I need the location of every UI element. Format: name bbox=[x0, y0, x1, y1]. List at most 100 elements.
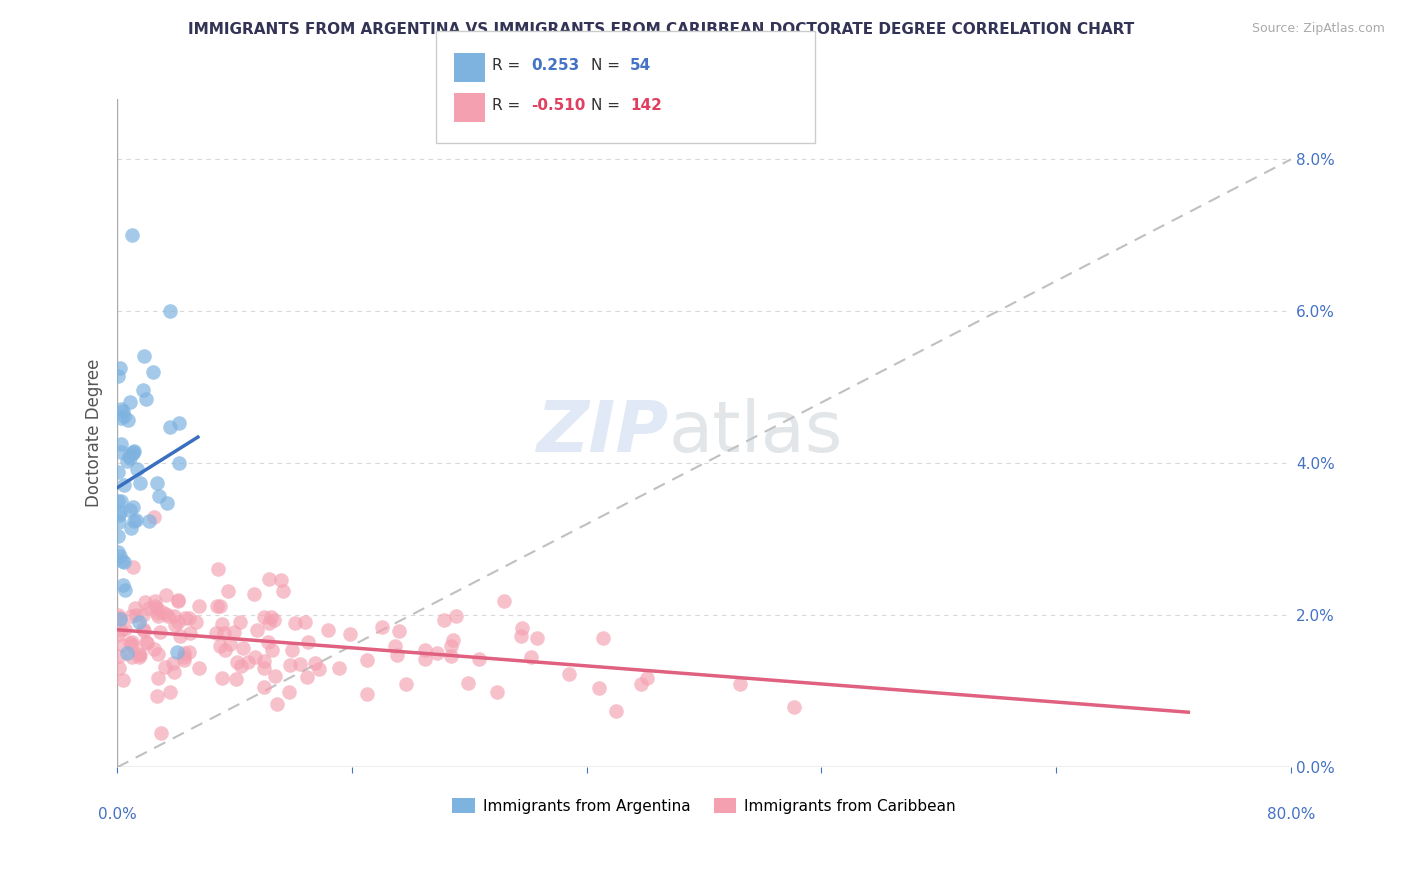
Point bbox=[142, 365, 165, 379]
Point bbox=[426, 646, 449, 660]
Point bbox=[384, 639, 406, 653]
Point bbox=[107, 465, 129, 479]
Point bbox=[266, 697, 288, 711]
Point bbox=[270, 573, 292, 587]
Point bbox=[108, 515, 131, 529]
Point bbox=[260, 643, 283, 657]
Point bbox=[122, 444, 145, 458]
Point bbox=[159, 419, 181, 434]
Text: 142: 142 bbox=[630, 98, 662, 112]
Point bbox=[177, 610, 200, 624]
Point bbox=[159, 304, 181, 318]
Point bbox=[316, 623, 339, 637]
Point bbox=[259, 616, 281, 631]
Point bbox=[118, 449, 141, 463]
Point bbox=[229, 615, 252, 630]
Point bbox=[143, 509, 166, 524]
Point bbox=[558, 667, 581, 681]
Point bbox=[186, 615, 208, 629]
Point bbox=[112, 409, 135, 423]
Point bbox=[169, 629, 191, 643]
Point bbox=[155, 588, 177, 602]
Point bbox=[232, 641, 254, 656]
Point bbox=[509, 629, 531, 643]
Point bbox=[225, 672, 247, 686]
Point bbox=[108, 611, 131, 625]
Point bbox=[111, 553, 134, 567]
Point bbox=[125, 607, 148, 622]
Point bbox=[112, 555, 135, 569]
Point bbox=[122, 500, 145, 514]
Text: atlas: atlas bbox=[669, 399, 844, 467]
Point bbox=[107, 529, 129, 543]
Point bbox=[339, 627, 361, 641]
Point bbox=[120, 636, 142, 650]
Point bbox=[107, 493, 129, 508]
Point bbox=[208, 599, 231, 614]
Point bbox=[107, 661, 129, 675]
Point bbox=[122, 560, 145, 574]
Point bbox=[205, 599, 228, 613]
Point bbox=[124, 601, 146, 615]
Point bbox=[441, 632, 464, 647]
Point bbox=[112, 577, 135, 591]
Point bbox=[295, 670, 318, 684]
Point bbox=[110, 623, 132, 637]
Point bbox=[243, 650, 266, 665]
Point bbox=[110, 445, 132, 459]
Point bbox=[120, 450, 142, 465]
Point bbox=[433, 614, 456, 628]
Point bbox=[167, 593, 190, 607]
Point bbox=[108, 648, 131, 663]
Point bbox=[121, 228, 143, 243]
Text: R =: R = bbox=[492, 98, 526, 112]
Point bbox=[208, 639, 231, 653]
Point bbox=[152, 605, 174, 619]
Point bbox=[444, 609, 467, 624]
Point bbox=[117, 646, 139, 660]
Point bbox=[108, 612, 131, 626]
Point bbox=[136, 636, 159, 650]
Point bbox=[107, 607, 129, 622]
Point bbox=[783, 700, 806, 714]
Point bbox=[304, 657, 326, 671]
Point bbox=[134, 624, 156, 638]
Point bbox=[159, 685, 181, 699]
Point bbox=[263, 613, 285, 627]
Point bbox=[128, 650, 150, 665]
Point bbox=[128, 615, 150, 629]
Point bbox=[252, 654, 274, 668]
Point bbox=[114, 582, 136, 597]
Text: 0.0%: 0.0% bbox=[98, 807, 136, 822]
Point bbox=[166, 594, 188, 608]
Point bbox=[356, 653, 378, 667]
Point bbox=[308, 662, 330, 676]
Text: -0.510: -0.510 bbox=[531, 98, 586, 112]
Point bbox=[149, 624, 172, 639]
Point bbox=[207, 562, 229, 576]
Point bbox=[132, 623, 155, 637]
Point bbox=[253, 680, 276, 694]
Point bbox=[110, 360, 132, 375]
Point bbox=[148, 489, 170, 503]
Point bbox=[728, 677, 751, 691]
Point bbox=[110, 436, 132, 450]
Point bbox=[118, 394, 141, 409]
Point bbox=[260, 609, 283, 624]
Point bbox=[112, 404, 135, 418]
Point bbox=[122, 514, 145, 528]
Point bbox=[371, 620, 394, 634]
Point bbox=[128, 647, 150, 661]
Point bbox=[281, 643, 304, 657]
Point bbox=[297, 634, 319, 648]
Point bbox=[520, 650, 543, 665]
Point bbox=[146, 601, 169, 615]
Point bbox=[153, 660, 176, 674]
Point bbox=[121, 634, 143, 648]
Point bbox=[125, 513, 148, 527]
Point bbox=[253, 660, 276, 674]
Point bbox=[107, 368, 129, 383]
Point bbox=[225, 655, 247, 669]
Point bbox=[110, 410, 132, 425]
Point bbox=[110, 493, 132, 508]
